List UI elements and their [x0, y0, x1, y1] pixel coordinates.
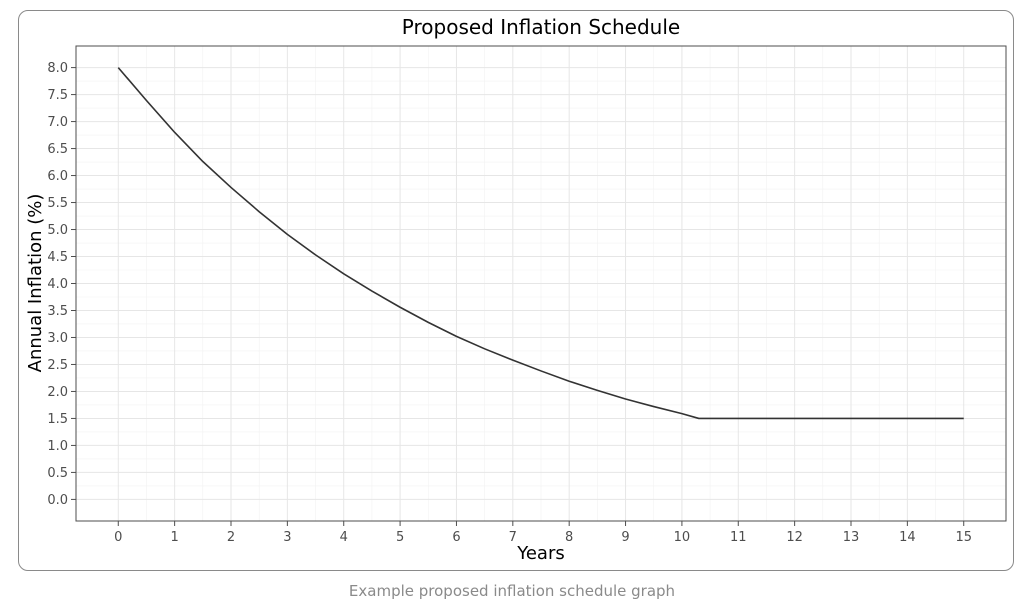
- x-tick-label: 6: [452, 530, 460, 545]
- axis-ticks: 0 1 2 3 4 5 6 7 8 9 10 11 12 13 14 150.00.51.01.52.02.5…: [47, 61, 972, 545]
- chart-frame: 0 1 2 3 4 5 6 7 8 9 10 11 12 13 14 15 0.0 0.5 1.0 1.5 2.0 2.5…: [18, 10, 1014, 571]
- y-tick-label: 6.5: [47, 142, 68, 157]
- x-tick-label: 4: [340, 530, 348, 545]
- x-tick-label: 14: [899, 530, 916, 545]
- y-tick-label: 3.5: [47, 304, 68, 319]
- y-tick-label: 6.0: [47, 169, 68, 184]
- grid-lines: [76, 46, 1006, 521]
- x-tick-label: 13: [843, 530, 860, 545]
- y-tick-label: 7.0: [47, 115, 68, 130]
- x-tick-label: 12: [786, 530, 803, 545]
- x-tick-label: 3: [283, 530, 291, 545]
- y-tick-label: 0.5: [47, 466, 68, 481]
- y-tick-label: 1.5: [47, 412, 68, 427]
- y-tick-label: 4.5: [47, 250, 68, 265]
- x-tick-label: 7: [509, 530, 517, 545]
- y-tick-label: 5.5: [47, 196, 68, 211]
- x-tick-label: 2: [227, 530, 235, 545]
- x-axis-title: Years: [516, 543, 565, 564]
- inflation-series-line: [117, 67, 964, 420]
- y-tick-label: 2.5: [47, 358, 68, 373]
- y-tick-label: 0.0: [47, 493, 68, 508]
- x-tick-label: 0: [114, 530, 122, 545]
- y-axis-title: Annual Inflation (%): [25, 194, 46, 373]
- figure-caption: Example proposed inflation schedule grap…: [348, 582, 676, 600]
- x-tick-label: 5: [396, 530, 404, 545]
- series-layer: [117, 67, 964, 420]
- y-tick-label: 4.0: [47, 277, 68, 292]
- y-tick-label: 2.0: [47, 385, 68, 400]
- y-tick-label: 3.0: [47, 331, 68, 346]
- line-chart: 0 1 2 3 4 5 6 7 8 9 10 11 12 13 14 150.00.51.01.52.02.5…: [25, 15, 1007, 564]
- y-tick-label: 1.0: [47, 439, 68, 454]
- y-tick-label: 8.0: [47, 61, 68, 76]
- chart-title: Proposed Inflation Schedule: [402, 15, 680, 39]
- x-tick-label: 11: [730, 530, 747, 545]
- y-tick-label: 5.0: [47, 223, 68, 238]
- x-tick-label: 9: [621, 530, 629, 545]
- x-tick-label: 15: [955, 530, 972, 545]
- x-tick-label: 1: [170, 530, 178, 545]
- y-tick-label: 7.5: [47, 88, 68, 103]
- x-tick-label: 8: [565, 530, 573, 545]
- x-tick-label: 10: [674, 530, 691, 545]
